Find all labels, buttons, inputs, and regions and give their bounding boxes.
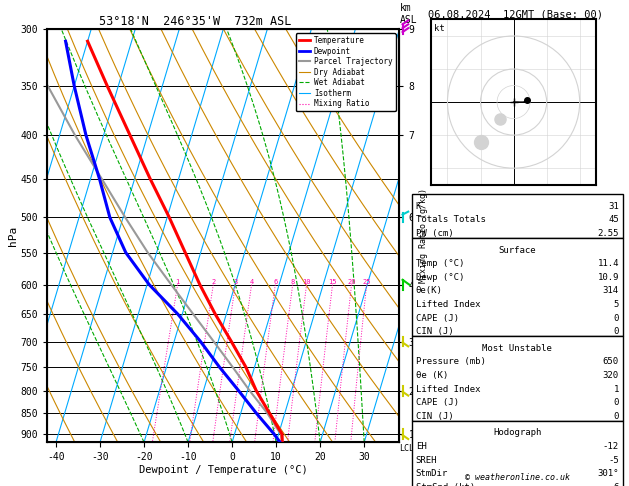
- Text: 15: 15: [328, 278, 337, 285]
- Text: 1: 1: [175, 278, 180, 285]
- X-axis label: Dewpoint / Temperature (°C): Dewpoint / Temperature (°C): [139, 465, 308, 475]
- Text: Lifted Index: Lifted Index: [416, 384, 481, 394]
- Text: 0: 0: [613, 313, 619, 323]
- Text: 45: 45: [608, 215, 619, 225]
- Text: 5: 5: [613, 300, 619, 309]
- Text: θe (K): θe (K): [416, 371, 448, 380]
- Text: 6: 6: [613, 483, 619, 486]
- Text: Temp (°C): Temp (°C): [416, 259, 464, 268]
- Text: 1: 1: [613, 384, 619, 394]
- Text: Mixing Ratio (g/kg): Mixing Ratio (g/kg): [419, 188, 428, 283]
- Text: 2.55: 2.55: [598, 229, 619, 238]
- Text: CIN (J): CIN (J): [416, 327, 454, 336]
- Text: LCL: LCL: [399, 444, 415, 453]
- Text: 301°: 301°: [598, 469, 619, 478]
- Text: EH: EH: [416, 442, 426, 451]
- Text: StmSpd (kt): StmSpd (kt): [416, 483, 475, 486]
- Text: 10: 10: [303, 278, 311, 285]
- Text: CAPE (J): CAPE (J): [416, 313, 459, 323]
- Text: 314: 314: [603, 286, 619, 295]
- Text: K: K: [416, 202, 421, 211]
- Text: 0: 0: [613, 327, 619, 336]
- Text: Most Unstable: Most Unstable: [482, 344, 552, 353]
- Text: 2: 2: [211, 278, 215, 285]
- Text: SREH: SREH: [416, 455, 437, 465]
- Text: Lifted Index: Lifted Index: [416, 300, 481, 309]
- Text: CAPE (J): CAPE (J): [416, 398, 459, 407]
- Text: StmDir: StmDir: [416, 469, 448, 478]
- Text: 31: 31: [608, 202, 619, 211]
- Text: 20: 20: [347, 278, 356, 285]
- Text: 0: 0: [613, 398, 619, 407]
- Text: 6: 6: [273, 278, 277, 285]
- Text: 8: 8: [291, 278, 295, 285]
- Text: km
ASL: km ASL: [399, 3, 417, 25]
- Text: 25: 25: [362, 278, 371, 285]
- Text: Totals Totals: Totals Totals: [416, 215, 486, 225]
- Text: 3: 3: [233, 278, 238, 285]
- Text: 06.08.2024  12GMT (Base: 00): 06.08.2024 12GMT (Base: 00): [428, 10, 603, 20]
- Text: θe(K): θe(K): [416, 286, 443, 295]
- Text: 320: 320: [603, 371, 619, 380]
- Text: Pressure (mb): Pressure (mb): [416, 357, 486, 366]
- Text: -12: -12: [603, 442, 619, 451]
- Text: 4: 4: [250, 278, 253, 285]
- Text: © weatheronline.co.uk: © weatheronline.co.uk: [465, 473, 570, 482]
- Text: 11.4: 11.4: [598, 259, 619, 268]
- Text: Dewp (°C): Dewp (°C): [416, 273, 464, 282]
- Text: 10.9: 10.9: [598, 273, 619, 282]
- Text: PW (cm): PW (cm): [416, 229, 454, 238]
- Legend: Temperature, Dewpoint, Parcel Trajectory, Dry Adiabat, Wet Adiabat, Isotherm, Mi: Temperature, Dewpoint, Parcel Trajectory…: [296, 33, 396, 111]
- Text: kt: kt: [434, 24, 445, 34]
- Text: CIN (J): CIN (J): [416, 412, 454, 421]
- Text: -5: -5: [608, 455, 619, 465]
- Y-axis label: hPa: hPa: [8, 226, 18, 246]
- Title: 53°18'N  246°35'W  732m ASL: 53°18'N 246°35'W 732m ASL: [99, 15, 291, 28]
- Text: 0: 0: [613, 412, 619, 421]
- Text: 650: 650: [603, 357, 619, 366]
- Text: Hodograph: Hodograph: [493, 428, 542, 437]
- Text: Surface: Surface: [499, 245, 536, 255]
